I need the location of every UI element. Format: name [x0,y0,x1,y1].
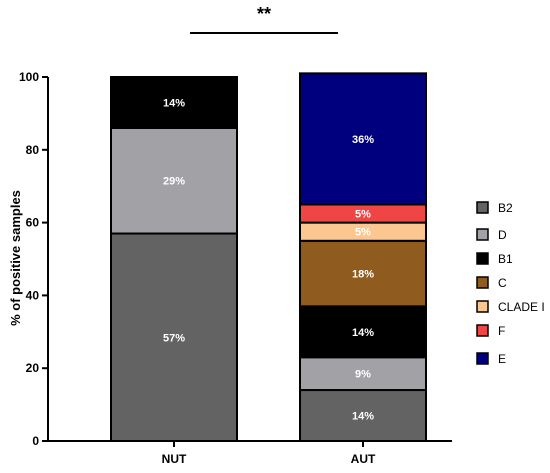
legend: B2 D B1 C CLADE I FE [476,201,545,366]
legend-label: CLADE I [498,300,545,314]
data-label: 18% [352,269,374,281]
legend-swatch-f [476,324,489,337]
y-tick-label: 40 [26,288,40,302]
legend-swatch-e [476,352,489,365]
data-label: 5% [355,227,371,239]
data-label: 36% [352,134,374,146]
bar-segment-nut-b1 [110,76,238,129]
bar-segment-aut-c [299,239,427,308]
legend-label: B1 [498,252,513,266]
bar-segment-nut-d [110,126,238,235]
legend-swatch-c [476,276,489,289]
y-axis-title: % of positive samples [8,190,23,326]
bar-segment-aut-b1 [299,305,427,359]
data-label: 14% [352,411,374,423]
data-label: 9% [355,369,371,381]
y-tick-label: 0 [32,434,39,448]
bar-segment-aut-d [299,356,427,392]
data-label: 14% [163,97,185,109]
x-tick-label-nut: NUT [162,452,187,466]
bar-labels: 57% 29% 14% 14% 9% 14% 18% 5% 5% 36% [163,97,374,422]
legend-label: B2 [498,201,513,215]
legend-swatch-b2 [476,201,489,214]
significance-label: ** [257,4,271,24]
data-label: 57% [163,332,185,344]
data-label: 14% [352,327,374,339]
bar-segment-nut-b2 [110,232,238,442]
legend-swatch-d [476,228,489,241]
y-tick-label: 80 [26,143,40,157]
legend-label: C [498,276,507,290]
legend-label: D [498,228,507,242]
significance-annotation: ** [190,4,338,34]
legend-label: F [498,324,505,338]
bar-segment-aut-e [299,72,427,206]
legend-swatch-clade-i [476,300,489,313]
data-label: 29% [163,176,185,188]
y-tick-label: 20 [26,361,40,375]
legend-swatch-b1 [476,252,489,265]
data-label: 5% [355,209,371,221]
legend-label: E [498,352,506,366]
bars [110,72,427,443]
y-tick-label: 60 [26,216,40,230]
y-tick-label: 100 [19,70,39,84]
x-tick-label-aut: AUT [351,452,376,466]
